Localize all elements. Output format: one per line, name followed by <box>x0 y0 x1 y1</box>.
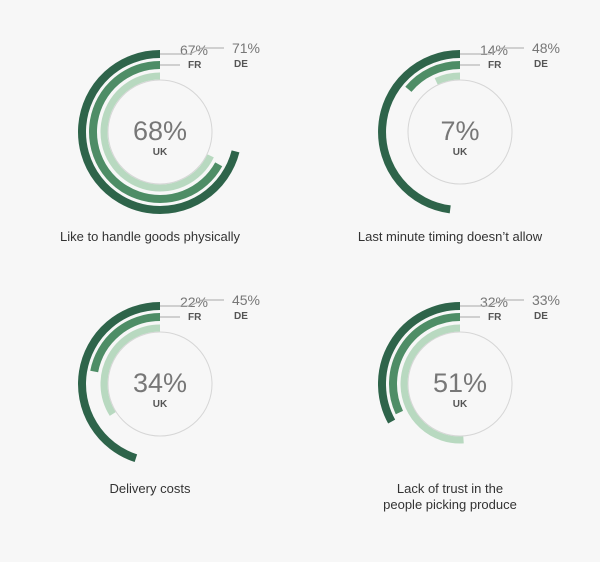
arc-uk <box>434 72 461 85</box>
series-label-uk: UK <box>153 399 168 410</box>
value-fr: 14% <box>480 42 508 58</box>
leader-de <box>460 299 524 307</box>
caption-line: Lack of trust in the <box>396 481 504 496</box>
leader-de <box>160 47 224 55</box>
radial-chart: 68%UK 67% FR 71% DE <box>78 40 260 214</box>
caption-line: Delivery costs <box>109 481 191 496</box>
series-label-de: DE <box>234 311 248 322</box>
chart-caption: Lack of trust in the people picking produ… <box>300 481 600 513</box>
value-fr: 32% <box>480 294 508 310</box>
radial-chart: 34%UK 22% FR 45% DE <box>78 292 260 462</box>
arc-fr <box>389 313 461 415</box>
caption-line: Like to handle goods physically <box>60 229 240 244</box>
value-de: 45% <box>232 292 260 308</box>
leader-de <box>460 47 524 55</box>
arc-fr <box>405 61 461 92</box>
value-de: 33% <box>532 292 560 308</box>
arc-uk <box>100 324 161 416</box>
arc-uk <box>400 324 464 444</box>
series-label-fr: FR <box>488 60 502 71</box>
guide-circle <box>407 79 513 185</box>
series-label-fr: FR <box>488 312 502 323</box>
value-uk: 51% <box>433 368 487 398</box>
guide-circle <box>407 331 513 437</box>
arc-fr <box>90 313 161 373</box>
arc-de <box>378 302 461 424</box>
radial-chart: 51%UK 32% FR 33% DE <box>378 292 560 444</box>
value-uk: 68% <box>133 116 187 146</box>
radial-chart: 7%UK 14% FR 48% DE <box>378 40 560 214</box>
caption-line: Last minute timing doesn’t allow <box>357 229 543 244</box>
caption-line: people picking produce <box>383 497 517 512</box>
radial-chart-panel: 7% UK 14% FR 48% DE Last minute timing doesn’t… <box>300 0 600 281</box>
value-fr: 67% <box>180 42 208 58</box>
arc-de <box>78 302 161 462</box>
series-label-de: DE <box>234 59 248 70</box>
series-label-uk: UK <box>453 147 468 158</box>
value-uk: 34% <box>133 368 187 398</box>
series-label-uk: UK <box>453 399 468 410</box>
radial-chart-panel: 34% UK 22% FR 45% DE Delivery costs <box>0 252 300 533</box>
value-de: 48% <box>532 40 560 56</box>
arc-de <box>78 50 240 214</box>
guide-circle <box>107 331 213 437</box>
radial-chart-panel: 51% UK 32% FR 33% DE Lack of trust in the peopl… <box>300 252 600 533</box>
series-label-fr: FR <box>188 312 202 323</box>
radial-chart-panel: 68% UK 67% FR 71% DE Like to handle goods phys… <box>0 0 300 281</box>
series-label-de: DE <box>534 311 548 322</box>
series-label-fr: FR <box>188 60 202 71</box>
value-fr: 22% <box>180 294 208 310</box>
series-label-uk: UK <box>153 147 168 158</box>
guide-circle <box>107 79 213 185</box>
chart-caption: Last minute timing doesn’t allow <box>300 229 600 245</box>
chart-caption: Delivery costs <box>0 481 300 497</box>
arc-uk <box>100 72 214 192</box>
value-de: 71% <box>232 40 260 56</box>
arc-de <box>378 50 461 214</box>
series-label-de: DE <box>534 59 548 70</box>
arc-fr <box>89 61 223 203</box>
leader-de <box>160 299 224 307</box>
chart-caption: Like to handle goods physically <box>0 229 300 245</box>
value-uk: 7% <box>440 116 479 146</box>
